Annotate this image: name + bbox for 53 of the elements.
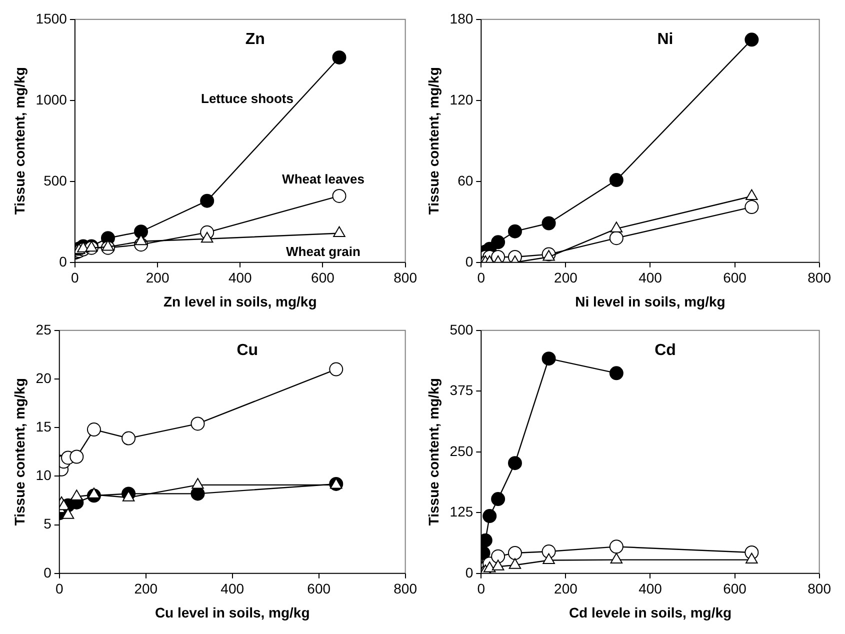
series-label: Wheat grain [286, 244, 360, 259]
x-tick-label: 600 [311, 270, 335, 286]
text: Cd [654, 342, 676, 359]
y-tick-label: 10 [36, 467, 52, 484]
text: Zn [245, 30, 265, 48]
x-tick-label: 600 [723, 580, 747, 597]
x-axis-title: Zn level in soils, mg/kg [164, 293, 317, 310]
y-tick-label: 180 [450, 10, 474, 26]
y-tick-label: 375 [450, 382, 474, 398]
series-label: Lettuce shoots [201, 91, 294, 106]
y-tick-label: 15 [36, 418, 52, 434]
y-axis-title: Tissue content, mg/kg [11, 67, 28, 215]
x-tick-label: 200 [554, 580, 578, 597]
x-tick-label: 200 [554, 270, 578, 286]
x-tick-label: 200 [146, 270, 170, 286]
x-tick-label: 800 [808, 580, 832, 597]
y-tick-label: 120 [450, 91, 474, 108]
x-tick-label: 800 [808, 270, 832, 286]
y-tick-label: 20 [36, 370, 52, 386]
x-tick-label: 600 [307, 580, 331, 597]
x-axis-title: Cd levele in soils, mg/kg [568, 604, 732, 620]
y-tick-label: 1000 [36, 91, 68, 108]
x-tick-label: 400 [228, 270, 252, 286]
series-label: Wheat leaves [282, 172, 364, 187]
y-tick-label: 0 [59, 253, 68, 270]
x-tick-label: 400 [638, 270, 662, 286]
y-axis-title: Tissue content, mg/kg [425, 67, 442, 215]
text: Cu [236, 342, 258, 359]
x-tick-label: 0 [477, 580, 486, 597]
text: Ni [657, 30, 674, 48]
x-tick-label: 800 [394, 580, 418, 597]
x-tick-label: 600 [723, 270, 747, 286]
y-axis-title: Tissue content, mg/kg [425, 378, 442, 526]
y-tick-label: 25 [36, 321, 52, 338]
y-tick-label: 125 [450, 504, 474, 520]
x-axis-title: Ni level in soils, mg/kg [575, 293, 726, 310]
y-tick-label: 5 [44, 516, 52, 532]
y-tick-label: 60 [458, 172, 474, 188]
y-tick-label: 500 [44, 172, 68, 188]
y-axis-title: Tissue content, mg/kg [11, 378, 28, 526]
x-tick-label: 400 [220, 580, 244, 597]
y-tick-label: 1500 [36, 10, 68, 26]
y-tick-label: 0 [465, 564, 474, 580]
y-tick-label: 500 [450, 321, 474, 338]
x-tick-label: 0 [71, 270, 80, 286]
x-tick-label: 0 [477, 270, 486, 286]
x-tick-label: 800 [394, 270, 418, 286]
y-tick-label: 0 [44, 564, 52, 580]
x-tick-label: 200 [134, 580, 158, 597]
y-tick-label: 0 [465, 253, 474, 270]
y-tick-label: 250 [450, 442, 474, 459]
x-tick-label: 400 [638, 580, 662, 597]
x-axis-title: Cu level in soils, mg/kg [154, 604, 310, 620]
